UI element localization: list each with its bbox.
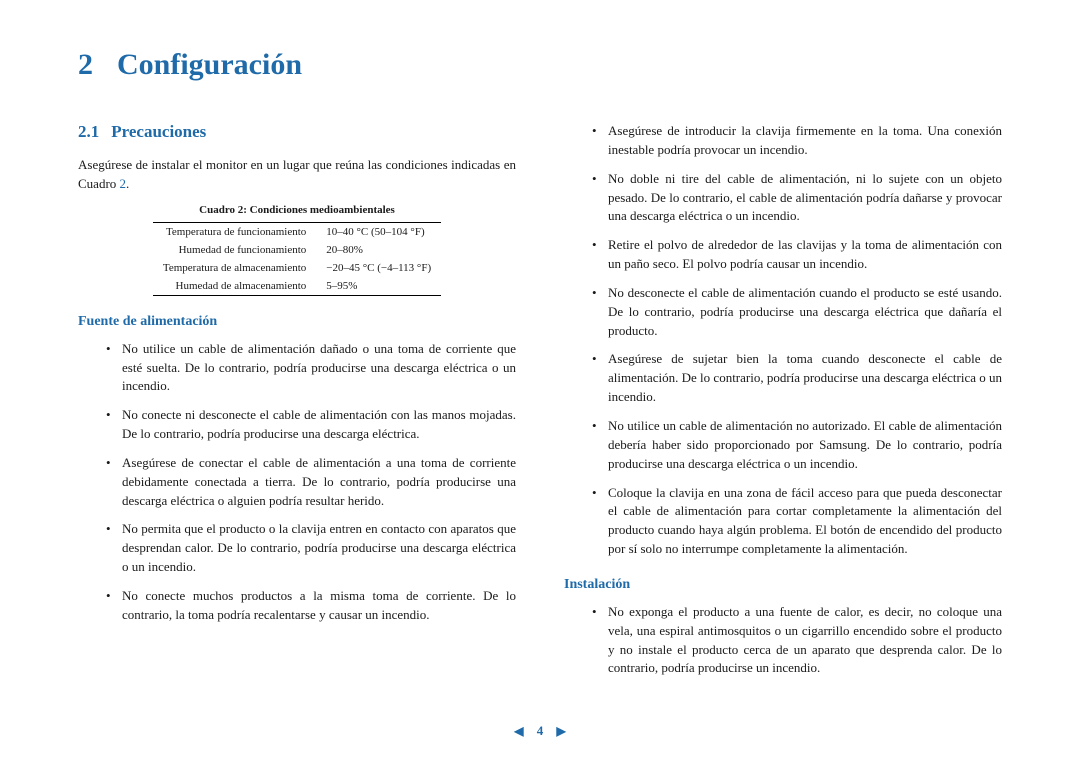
section-title-text: Precauciones — [111, 122, 206, 141]
section-number: 2.1 — [78, 122, 99, 141]
table-cell-label: Humedad de funcionamiento — [153, 241, 316, 259]
list-item: Retire el polvo de alrededor de las clav… — [592, 236, 1002, 274]
prev-page-icon[interactable]: ◀ — [514, 724, 523, 739]
page-navigation: ◀ 4 ▶ — [0, 723, 1080, 739]
list-item: Asegúrese de sujetar bien la toma cuando… — [592, 350, 1002, 407]
chapter-title-text: Configuración — [117, 48, 302, 81]
list-item: No doble ni tire del cable de alimentaci… — [592, 170, 1002, 227]
list-item: No permita que el producto o la clavija … — [106, 520, 516, 577]
subsection-title-fuente: Fuente de alimentación — [78, 314, 516, 330]
table-cell-label: Temperatura de funcionamiento — [153, 222, 316, 241]
environmental-conditions-table: Temperatura de funcionamiento10–40 °C (5… — [153, 222, 441, 296]
next-page-icon[interactable]: ▶ — [557, 724, 566, 739]
table-caption: Cuadro 2: Condiciones medioambientales — [78, 204, 516, 216]
list-item: No utilice un cable de alimentación no a… — [592, 417, 1002, 474]
table-row: Temperatura de funcionamiento10–40 °C (5… — [153, 222, 441, 241]
section-title-precauciones: 2.1 Precauciones — [78, 122, 516, 142]
list-item: No exponga el producto a una fuente de c… — [592, 603, 1002, 678]
installation-list: No exponga el producto a una fuente de c… — [592, 603, 1002, 678]
chapter-title: 2 Configuración — [78, 48, 1002, 82]
table-cell-value: 20–80% — [316, 241, 441, 259]
two-column-layout: 2.1 Precauciones Asegúrese de instalar el… — [78, 122, 1002, 688]
list-item: No desconecte el cable de alimentación c… — [592, 284, 1002, 341]
chapter-number: 2 — [78, 48, 93, 81]
list-item: No conecte ni desconecte el cable de ali… — [106, 406, 516, 444]
intro-text-2: . — [126, 176, 129, 191]
table-row: Temperatura de almacenamiento−20–45 °C (… — [153, 259, 441, 277]
intro-text-1: Asegúrese de instalar el monitor en un l… — [78, 157, 516, 191]
list-item: Coloque la clavija en una zona de fácil … — [592, 484, 1002, 559]
table-cell-value: −20–45 °C (−4–113 °F) — [316, 259, 441, 277]
subsection-title-instalacion: Instalación — [564, 577, 1002, 593]
page-number: 4 — [537, 723, 544, 738]
list-item: Asegúrese de conectar el cable de alimen… — [106, 454, 516, 511]
table-cell-value: 5–95% — [316, 277, 441, 296]
intro-paragraph: Asegúrese de instalar el monitor en un l… — [78, 156, 516, 194]
table-row: Humedad de almacenamiento5–95% — [153, 277, 441, 296]
list-item: No conecte muchos productos a la misma t… — [106, 587, 516, 625]
table-cell-label: Temperatura de almacenamiento — [153, 259, 316, 277]
list-item: No utilice un cable de alimentación daña… — [106, 340, 516, 397]
left-column: 2.1 Precauciones Asegúrese de instalar el… — [78, 122, 516, 688]
list-item: Asegúrese de introducir la clavija firme… — [592, 122, 1002, 160]
table-cell-label: Humedad de almacenamiento — [153, 277, 316, 296]
table-cell-value: 10–40 °C (50–104 °F) — [316, 222, 441, 241]
power-supply-list-cont: Asegúrese de introducir la clavija firme… — [592, 122, 1002, 559]
table-row: Humedad de funcionamiento20–80% — [153, 241, 441, 259]
right-column: Asegúrese de introducir la clavija firme… — [564, 122, 1002, 688]
power-supply-list: No utilice un cable de alimentación daña… — [106, 340, 516, 625]
